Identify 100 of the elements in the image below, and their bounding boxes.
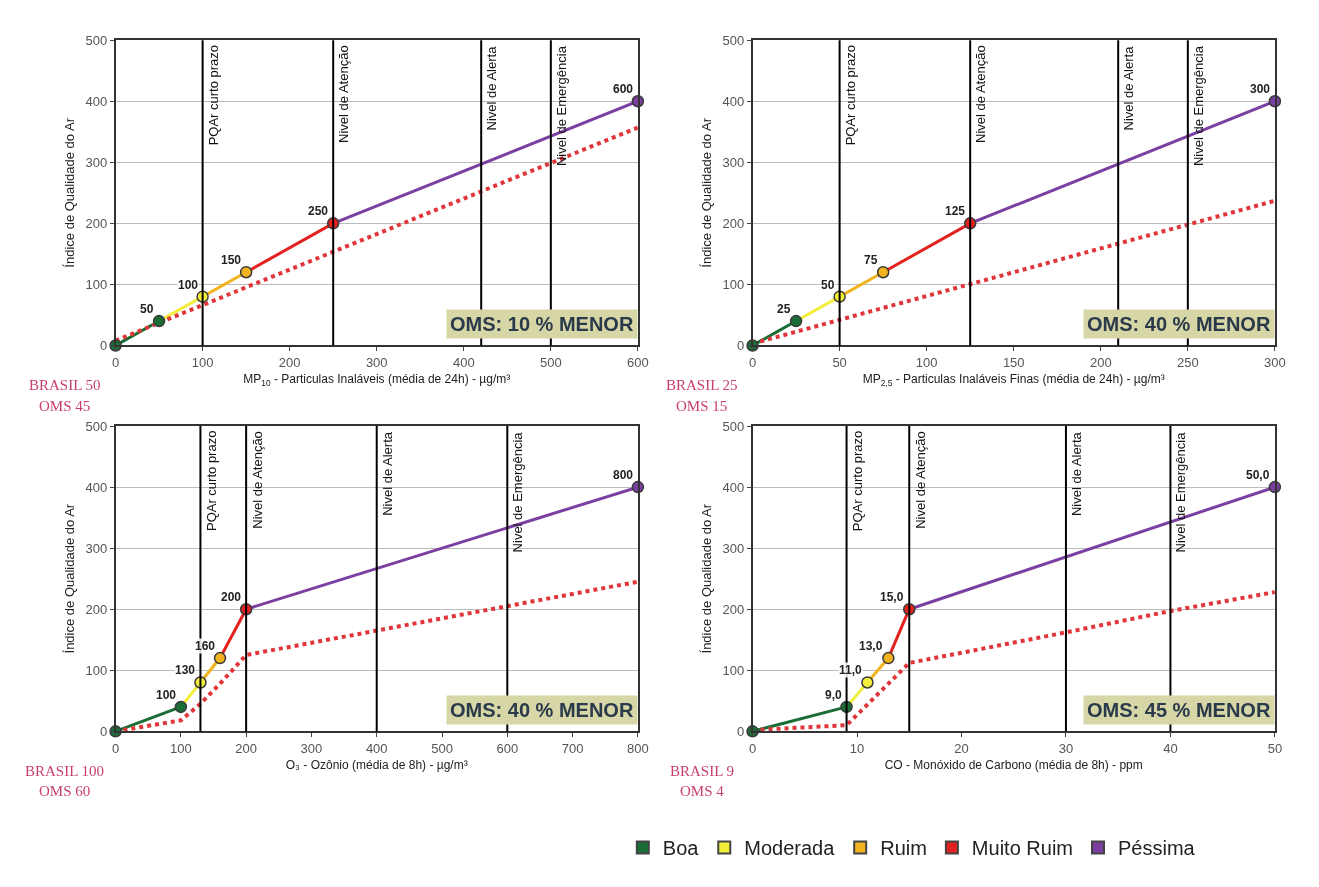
y-tick-label: 300 [722,154,745,170]
y-axis-title: Índice de Qualidade do Ar [61,503,77,654]
annotation: 160 [195,639,216,653]
ref-line-label: PQAr curto prazo [205,44,221,146]
y-tick-label: 0 [736,338,745,354]
point [174,700,188,714]
x-tick-label: 10 [849,740,865,756]
ref-line-label: Nivel de Emergência [510,431,526,553]
ref-line-label: Nivel de Alerta [1068,431,1084,517]
y-tick-label: 400 [85,479,108,495]
y-tick-label: 200 [85,601,108,617]
point [213,651,227,665]
y-tick-label: 100 [85,276,108,292]
ref-line-label: Nivel de Alerta [1120,45,1136,131]
ref-line-label: Nivel de Emergência [553,45,569,167]
y-tick-label: 300 [722,540,745,556]
annotation: 150 [221,253,242,267]
y-tick-label: 500 [85,418,108,434]
x-tick-label: 100 [191,354,214,370]
annotation: 50,0 [1246,468,1270,482]
y-tick-label: 100 [85,662,108,678]
x-tick-label: 300 [1264,354,1286,370]
x-tick-label: 100 [169,740,192,756]
x-tick-label: 200 [278,354,301,370]
legend-label: Péssima [1118,837,1196,860]
x-tick-label: 400 [365,740,388,756]
x-axis-title: CO - Monóxido de Carbono (média de 8h) - ppm [884,758,1143,773]
x-tick-label: 50 [1267,740,1283,756]
ref-line-label: PQAr curto prazo [842,44,858,146]
text: BRASIL 50 [29,377,101,393]
text: BRASIL 100 [25,763,105,779]
ref-line-label: PQAr curto prazo [203,430,219,532]
point [152,314,166,328]
y-tick-label: 100 [722,662,745,678]
x-tick-label: 0 [748,354,757,370]
x-tick-label: 30 [1058,740,1074,756]
y-axis-title: Índice de Qualidade do Ar [698,117,714,268]
legend-label: Ruim [880,837,927,860]
x-tick-label: 0 [748,740,757,756]
y-tick-label: 400 [85,93,108,109]
annotation: 75 [864,253,878,267]
annotation: 300 [1250,82,1271,96]
x-tick-label: 200 [1089,354,1112,370]
legend-label: Muito Ruim [971,837,1074,860]
x-tick-label: 40 [1163,740,1178,756]
x-tick-label: 150 [1002,354,1025,370]
legend-label: Boa [662,837,700,860]
annotation: 50 [821,278,835,292]
x-tick-label: 100 [915,354,938,370]
point [876,265,890,279]
y-tick-label: 500 [722,32,745,48]
y-tick-label: 500 [722,418,745,434]
y-axis-title: Índice de Qualidade do Ar [698,503,714,654]
point [882,651,895,665]
x-tick-label: 500 [431,740,453,756]
legend-label: Moderada [744,837,836,860]
annotation: 9,0 [825,688,843,702]
x-axis-title: MP$_{2,5}$ - Particulas Inaláveis Finas (média de 24h) - µg/m³ [862,372,1165,388]
y-tick-label: 300 [85,540,108,556]
x-tick-label: 300 [300,740,323,756]
annotation: 13,0 [859,639,883,653]
x-tick-label: 300 [365,354,388,370]
x-tick-label: 700 [561,740,584,756]
annotation: 15,0 [880,590,904,604]
y-tick-label: 0 [736,723,745,739]
x-axis-title: MP$_{10}$ - Particulas Inaláveis (média de 24h) - µg/m³ [243,372,511,388]
ref-line-label: Nivel de Atenção [912,431,928,529]
text: OMS 4 [680,783,725,799]
x-tick-label: 0 [111,354,120,370]
annotation: 130 [175,663,196,677]
annotation: 200 [221,590,242,604]
annotation: OMS: 45 % MENOR [1087,699,1271,721]
y-tick-label: 200 [722,215,745,231]
ref-line-label: PQAr curto prazo [849,430,865,532]
y-tick-label: 400 [722,479,745,495]
y-tick-label: 0 [99,338,108,354]
annotation: 250 [308,204,329,218]
annotation: 600 [613,82,634,96]
y-axis-title: Índice de Qualidade do Ar [61,117,77,268]
annotation: 25 [777,302,791,316]
ref-line-label: Nivel de Alerta [379,431,395,516]
point [239,265,253,279]
text: OMS 15 [676,398,728,414]
annotation: OMS: 40 % MENOR [1087,313,1271,335]
y-tick-label: 100 [722,276,745,292]
annotation: OMS: 40 % MENOR [450,699,634,721]
annotation: 100 [156,688,177,702]
annotation: 11,0 [839,663,863,677]
y-tick-label: 300 [85,154,108,170]
point [789,314,803,328]
x-tick-label: 600 [627,354,649,370]
x-tick-label: 20 [954,740,969,756]
ref-line-label: Nivel de Atenção [336,45,352,143]
text: BRASIL 25 [666,377,738,393]
ref-line-label: Nivel de Atenção [973,45,989,143]
annotation: OMS: 10 % MENOR [450,313,634,335]
y-tick-label: 0 [99,723,108,739]
ref-line-label: Nivel de Emergência [1173,431,1189,553]
x-tick-label: 400 [452,354,475,370]
x-tick-label: 500 [539,354,562,370]
